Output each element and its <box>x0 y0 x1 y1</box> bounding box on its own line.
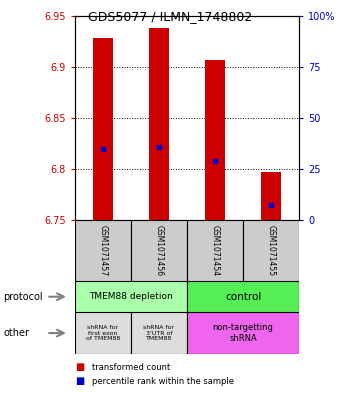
Text: GSM1071455: GSM1071455 <box>267 225 276 276</box>
Text: TMEM88 depletion: TMEM88 depletion <box>89 292 173 301</box>
Text: shRNA for
3'UTR of
TMEM88: shRNA for 3'UTR of TMEM88 <box>143 325 174 342</box>
Text: percentile rank within the sample: percentile rank within the sample <box>92 377 234 386</box>
Bar <box>261 172 281 220</box>
Bar <box>75 220 131 281</box>
Bar <box>187 312 299 354</box>
Text: protocol: protocol <box>3 292 43 302</box>
Text: GSM1071456: GSM1071456 <box>154 225 164 276</box>
Bar <box>75 281 187 312</box>
Text: GSM1071454: GSM1071454 <box>210 225 220 276</box>
Bar <box>187 220 243 281</box>
Text: GSM1071457: GSM1071457 <box>98 225 107 276</box>
Bar <box>93 38 113 220</box>
Bar <box>149 28 169 220</box>
Text: ■: ■ <box>75 362 84 373</box>
Text: transformed count: transformed count <box>92 363 170 372</box>
Text: other: other <box>3 328 29 338</box>
Text: non-targetting
shRNA: non-targetting shRNA <box>212 323 274 343</box>
Bar <box>205 60 225 220</box>
Text: GDS5077 / ILMN_1748802: GDS5077 / ILMN_1748802 <box>88 10 252 23</box>
Text: ■: ■ <box>75 376 84 386</box>
Bar <box>187 281 299 312</box>
Text: shRNA for
first exon
of TMEM88: shRNA for first exon of TMEM88 <box>86 325 120 342</box>
Bar <box>131 312 187 354</box>
Bar <box>243 220 299 281</box>
Bar <box>75 312 131 354</box>
Text: control: control <box>225 292 261 302</box>
Bar <box>131 220 187 281</box>
